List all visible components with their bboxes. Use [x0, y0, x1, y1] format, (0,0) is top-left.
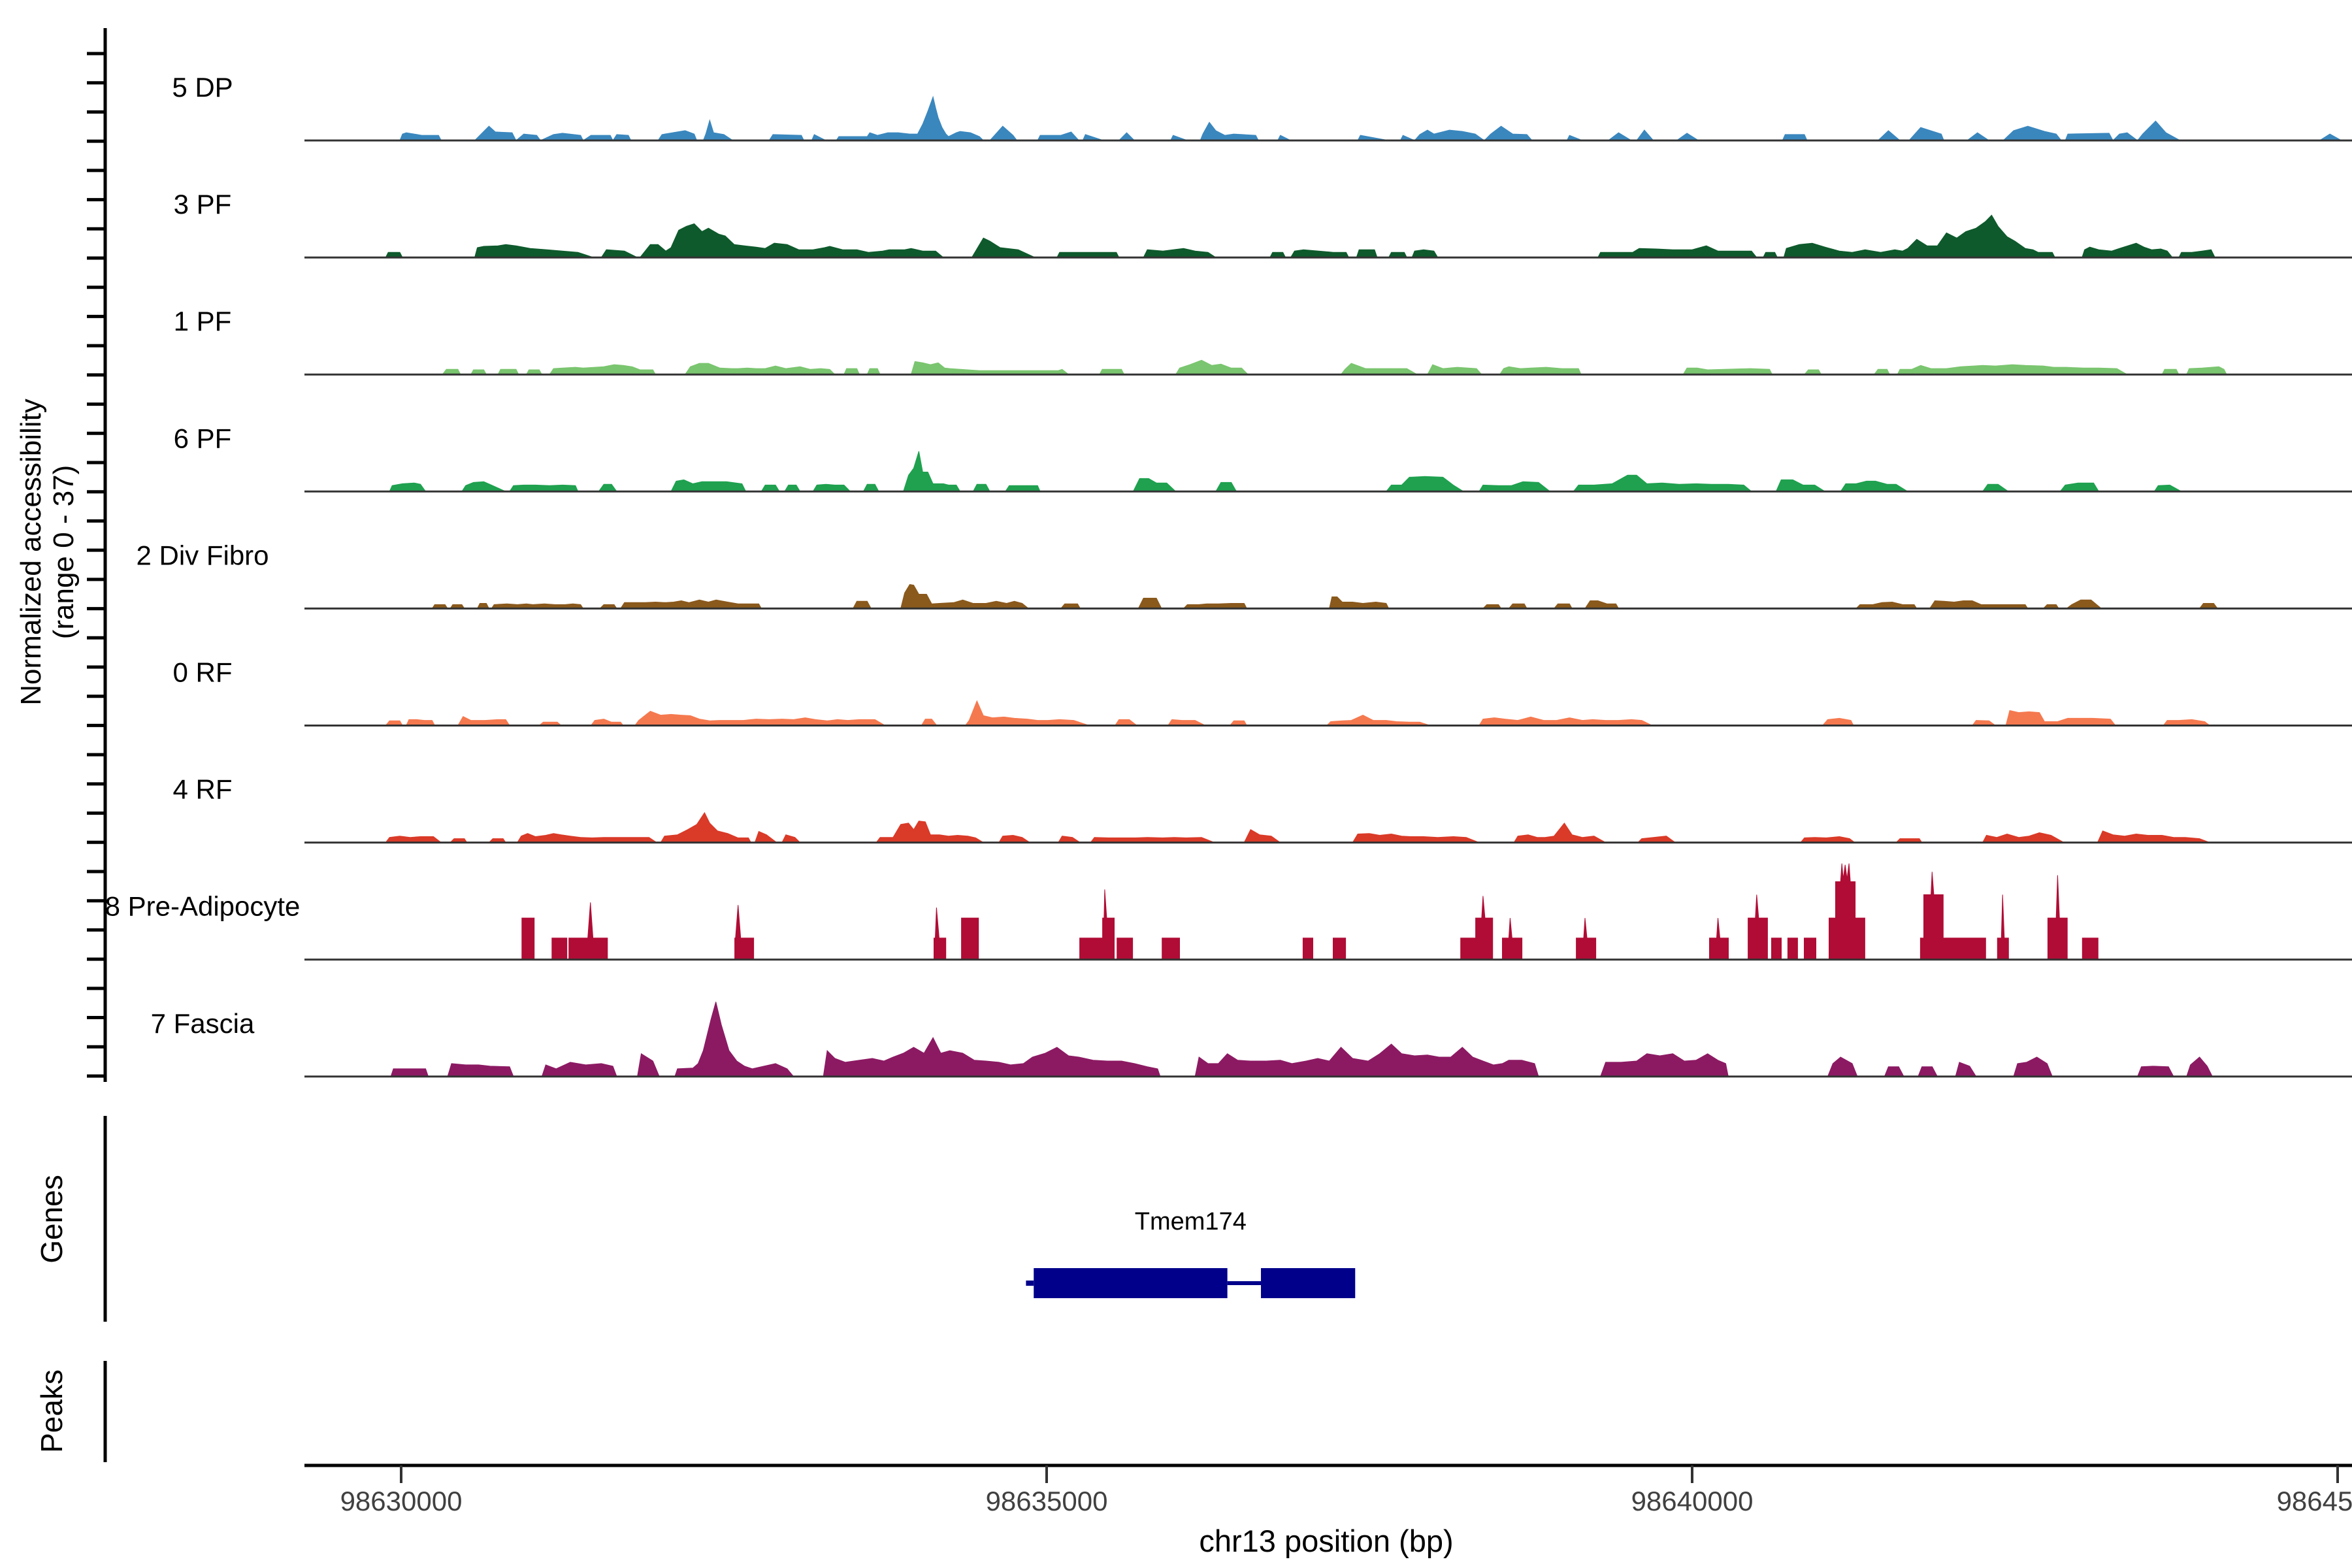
track-label-2-div-fibro: 2 Div Fibro [136, 540, 269, 570]
genes-section: Genes Tmem174 [35, 1116, 1356, 1322]
coverage-area-8-pre-adipocyte [521, 863, 2099, 960]
coverage-area-6-pf [389, 451, 2183, 492]
coverage-tracks: 5 DP 3 PF 1 PF 6 PF 2 Div Fibro 0 RF 4 RF 8 Pre… [105, 72, 2352, 1078]
y-axis-title-line2: (range 0 - 37) [48, 465, 80, 640]
x-axis-tick-label: 98635000 [986, 1486, 1108, 1516]
x-axis-tick-label: 98640000 [1631, 1486, 1754, 1516]
genes-section-label: Genes [35, 1175, 69, 1264]
peaks-section: Peaks [35, 1361, 107, 1462]
coverage-area-3-pf [385, 214, 2216, 258]
track-label-6-pf: 6 PF [174, 423, 232, 453]
track-label-0-rf: 0 RF [172, 657, 232, 688]
track-label-3-pf: 3 PF [174, 189, 232, 220]
y-axis [87, 28, 107, 1082]
coverage-area-1-pf [442, 359, 2227, 375]
coverage-area-2-div-fibro [431, 583, 2219, 609]
coverage-area-7-fascia [390, 1002, 2213, 1077]
coverage-area-0-rf [385, 700, 2211, 726]
track-label-4-rf: 4 RF [172, 774, 232, 805]
x-axis: 98630000 98635000 98640000 98645000 [304, 1463, 2352, 1516]
y-axis-title-line1: Normalized accessibility [15, 399, 47, 705]
track-label-8-pre-adipocyte: 8 Pre-Adipocyte [105, 891, 301, 922]
x-axis-title: chr13 position (bp) [1199, 1524, 1453, 1558]
x-axis-tick-label: 98645000 [2277, 1486, 2352, 1516]
gene-exon-2 [1261, 1268, 1356, 1298]
x-axis-tick-label: 98630000 [340, 1486, 463, 1516]
peaks-section-label: Peaks [35, 1369, 69, 1453]
track-label-5-dp: 5 DP [172, 72, 233, 103]
gene-name-label: Tmem174 [1135, 1208, 1247, 1235]
gene-exon-1 [1034, 1268, 1228, 1298]
coverage-area-4-rf [385, 811, 2210, 843]
gene-body [1026, 1268, 1356, 1298]
coverage-area-5-dp [399, 95, 2343, 142]
track-label-1-pf: 1 PF [174, 306, 232, 336]
track-label-7-fascia: 7 Fascia [151, 1008, 255, 1039]
